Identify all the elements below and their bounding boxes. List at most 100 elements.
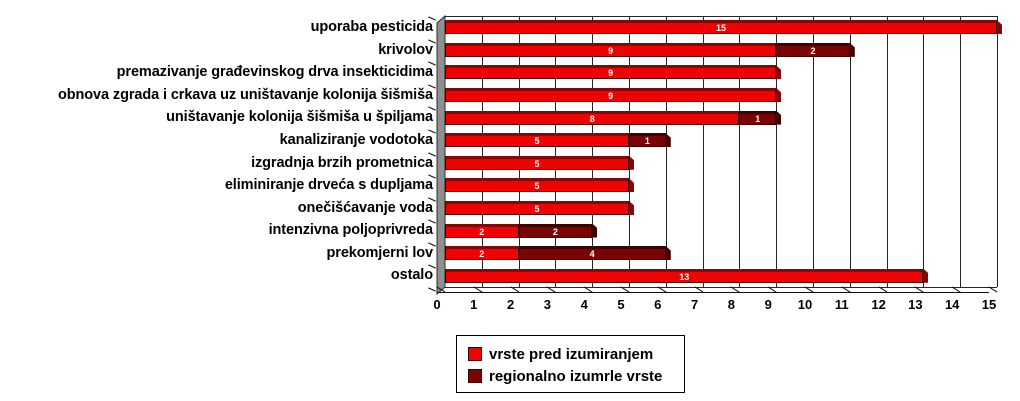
bar-value-label: 2 [810, 45, 816, 56]
category-label: izgradnja brzih prometnica [251, 154, 433, 171]
category-tick [428, 287, 436, 292]
bar-segment [445, 155, 629, 170]
gridline [849, 16, 851, 287]
bar-segment [445, 88, 777, 103]
x-tick-label: 4 [580, 297, 588, 312]
bar-value-label: 9 [608, 91, 614, 102]
bar-end-cap-3d [997, 20, 1002, 35]
bar-segment [445, 268, 924, 283]
bar-segment [445, 42, 777, 57]
legend-label-endangered: vrste pred izumiranjem [489, 345, 654, 363]
bar-value-label: 13 [679, 271, 690, 282]
bar-segment [445, 20, 997, 35]
category-label: intenzivna poljoprivreda [268, 222, 433, 239]
gridline [592, 16, 594, 287]
bar-value-label: 5 [534, 158, 540, 169]
gridline [629, 16, 630, 287]
category-label: ostalo [390, 267, 433, 284]
bar-segment [445, 110, 740, 125]
category-label: obnova zgrada i crkava uz uništavanje ko… [58, 86, 433, 103]
bar-end-cap-3d [776, 65, 782, 80]
x-tick-label: 5 [617, 297, 625, 312]
bar-end-cap-3d [665, 246, 671, 261]
x-tick-label: 3 [543, 297, 551, 312]
bar-segment [445, 178, 629, 193]
legend-swatch-darkred [468, 369, 482, 383]
legend-item-endangered: vrste pred izumiranjem [468, 343, 684, 365]
bar-value-label: 5 [534, 181, 540, 192]
bar-value-label: 2 [479, 249, 485, 260]
bar-segment [739, 110, 777, 125]
bar-value-label: 4 [589, 249, 595, 260]
gridline [886, 16, 888, 287]
bar-end-cap-3d [923, 268, 929, 283]
bar-value-label: 5 [534, 136, 540, 147]
x-tick-label: 7 [690, 297, 699, 312]
category-label: prekomjerni lov [326, 244, 434, 261]
plot-border-top [445, 16, 997, 17]
gridline [702, 16, 704, 287]
bar-value-label: 1 [644, 136, 650, 147]
x-axis-line [437, 292, 989, 293]
bar-segment [445, 200, 629, 215]
bar-end-cap-3d [665, 133, 671, 148]
legend-item-extinct: regionalno izumrle vrste [468, 365, 684, 387]
bar-value-label: 15 [715, 23, 726, 34]
gridline [997, 16, 998, 287]
bar-value-label: 9 [608, 45, 614, 56]
bar-segment [445, 65, 777, 80]
left-wall-3d [436, 14, 446, 296]
x-tick-label: 11 [834, 297, 849, 312]
bar-value-label: 8 [589, 113, 595, 124]
x-tick-label: 12 [871, 297, 886, 312]
category-label: krivolov [378, 41, 433, 58]
bar-segment [445, 246, 519, 261]
gridline [739, 16, 741, 287]
bar-segment [776, 42, 850, 57]
category-label: uništavanje kolonija šišmiša u špiljama [166, 109, 433, 126]
x-tick-label: 6 [654, 297, 662, 312]
x-tick-label: 14 [944, 297, 960, 312]
bar-segment [518, 223, 593, 238]
bar-end-cap-3d [776, 110, 782, 125]
bar-end-cap-3d [592, 223, 598, 238]
bar-segment [629, 133, 666, 148]
gridline [481, 16, 483, 287]
bar-segment [445, 223, 519, 238]
bar-end-cap-3d [629, 155, 634, 170]
bar-value-label: 1 [755, 113, 761, 124]
gridline [960, 16, 962, 287]
x-tick-label: 9 [764, 297, 772, 312]
bar-value-label: 5 [534, 203, 540, 214]
bar-end-cap-3d [629, 178, 634, 193]
legend-label-extinct: regionalno izumrle vrste [489, 367, 663, 385]
x-tick-label: 13 [908, 297, 923, 312]
category-label: eliminiranje drveća s dupljama [224, 177, 433, 194]
bar-value-label: 2 [479, 226, 485, 237]
x-tick-label: 1 [470, 297, 478, 312]
bar-segment [445, 133, 629, 148]
category-axis: uporaba pesticida krivolov premazivanje gr… [0, 16, 433, 287]
legend: vrste pred izumiranjem regionalno izumrl… [456, 335, 685, 393]
x-tick-label: 2 [506, 297, 515, 312]
bar-end-cap-3d [776, 88, 782, 103]
bar-segment [518, 246, 666, 261]
gridline [923, 16, 925, 287]
bar-end-cap-3d [849, 42, 855, 57]
category-label: uporaba pesticida [310, 19, 433, 35]
bar-end-cap-3d [629, 200, 634, 215]
gridline [665, 16, 667, 287]
gridline [555, 16, 557, 287]
plot-border-bottom [445, 287, 997, 288]
x-tick-label: 15 [981, 297, 997, 312]
gridline [776, 16, 778, 287]
gridline [518, 16, 520, 287]
category-label: premazivanje građevinskog drva insektici… [116, 64, 433, 81]
x-tick-label: 0 [433, 297, 441, 312]
x-tick-label: 8 [727, 297, 735, 312]
bar-value-label: 2 [552, 226, 558, 237]
legend-swatch-red [468, 347, 482, 361]
gridline [813, 16, 814, 287]
category-label: onečišćavanje voda [297, 199, 433, 216]
